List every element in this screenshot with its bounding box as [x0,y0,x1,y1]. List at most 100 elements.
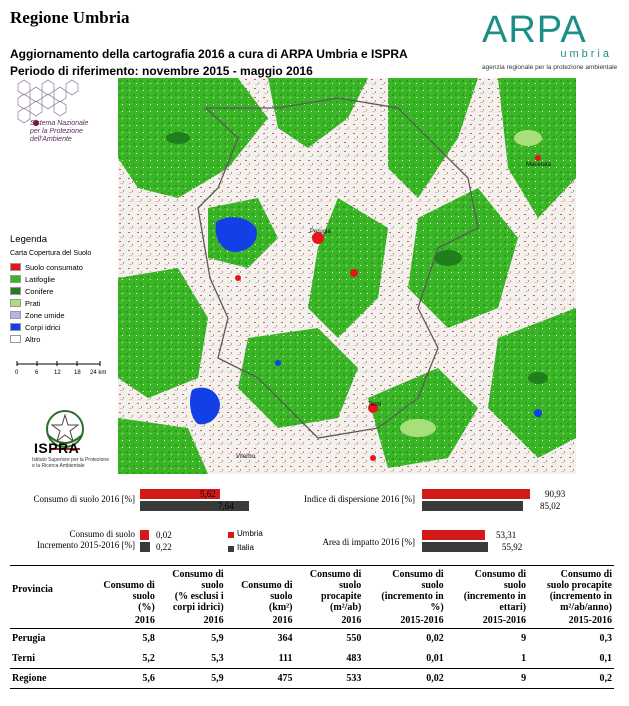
value-incremento-umbria: 0,02 [156,530,172,540]
bar-dispersione-umbria [422,489,530,499]
page-title: Regione Umbria [10,8,130,27]
arpa-logo-tagline: agenzia regionale per la protezione ambi… [482,64,618,71]
value-impatto-italia: 55,92 [502,542,523,552]
legend-item-label: Altro [25,334,41,344]
series-swatch-italia [228,546,234,552]
legend-item-label: Prati [25,298,41,308]
value-dispersione-italia: 85,02 [540,501,561,511]
table-cell: 0,3 [599,633,613,645]
subtitle-update: Aggiornamento della cartografia 2016 a c… [10,47,408,61]
table-cell: 5,9 [156,668,226,689]
table-cell: 1 [521,652,527,664]
legend-swatch [10,335,21,343]
map-legend: Legenda Carta Copertura del Suolo Suolo … [10,234,118,345]
table-cell: 9 [521,633,527,645]
column-year: 2015-2016 [528,613,614,629]
column-header: Consumo di suolo (incremento in%) [381,569,444,613]
table-cell: 533 [294,668,364,689]
table-cell: 0,1 [599,652,613,664]
legend-title: Legenda [10,234,47,245]
column-header: Consumo di suolo (km²) [241,580,293,613]
scale-tick-0: 0 [15,370,19,376]
province-name: Regione [10,668,88,689]
table-row: Regione 5,6 5,9 475 533 0,02 9 0,2 [10,668,614,689]
table-cell: 5,9 [211,633,224,645]
table-row: Perugia 5,8 5,9 364 550 0,02 9 0,3 [10,629,614,649]
series-label-italia: Italia [237,543,254,552]
bar-incremento-umbria [140,530,149,540]
legend-swatch [10,311,21,319]
legend-swatch [10,323,21,331]
table-cell: 0,02 [363,668,446,689]
legend-item-label: Latifoglie [25,274,56,284]
legend-item: Altro [10,333,118,345]
column-header: Consumo di suolo procapite (incremento in m… [546,569,612,613]
map-label-perugia: Perugia [310,229,331,235]
table-cell: 5,3 [211,652,224,664]
legend-item-label: Corpi idrici [25,322,61,332]
column-year: 2016 [88,613,157,629]
map-label-terni: Terni [368,402,381,408]
column-year: 2016 [156,613,226,629]
table-cell: 111 [278,652,293,664]
legend-item-label: Suolo consumato [25,262,83,272]
scale-tick-18: 18 [74,370,81,376]
legend-item-label: Zone umide [25,310,65,320]
table-cell: 5,8 [142,633,155,645]
indicator-label-consumo-2016: Consumo di suolo 2016 [%] [33,494,135,504]
land-cover-map: Perugia Macerata Terni Viterbo [118,78,576,474]
province-name: Perugia [12,633,46,645]
legend-subtitle: Carta Copertura del Suolo [10,250,92,257]
series-swatch-umbria [228,532,234,538]
indicator-label-incremento: Consumo di suolo Incremento 2015-2016 [%… [37,529,135,550]
map-label-viterbo: Viterbo [236,454,256,460]
legend-item-label: Conifere [25,286,54,296]
column-year: 2016 [294,613,364,629]
column-header: Consumo di suolo (%) [103,580,155,613]
legend-swatch [10,287,21,295]
indicator-label-dispersione: Indice di dispersione 2016 [%] [304,494,415,504]
arpa-logo: ARPA umbria agenzia regionale per la pro… [482,10,622,80]
ispra-logo-word: ISPRA [34,440,80,456]
bar-dispersione-italia [422,501,523,511]
legend-item: Suolo consumato [10,261,118,273]
value-impatto-umbria: 53,31 [496,530,517,540]
legend-item: Zone umide [10,309,118,321]
series-label-umbria: Umbria [237,529,263,538]
legend-swatch [10,263,21,271]
value-consumo-2016-umbria: 5,62 [200,489,216,499]
column-header: Consumo di suolo (incremento in ettari) [463,569,527,613]
bar-consumo-2016-umbria [140,489,220,499]
arpa-logo-word: ARPA [482,9,587,51]
legend-item: Prati [10,297,118,309]
table-cell: 475 [225,668,295,689]
arpa-logo-region: umbria [560,48,612,60]
subtitle-period: Periodo di riferimento: novembre 2015 - … [10,64,313,78]
table-cell: 0,01 [426,652,444,664]
table-cell: 550 [346,633,362,645]
column-header-provincia: Provincia [12,584,53,595]
bar-impatto-umbria [422,530,486,540]
snpa-hexagon-logo-icon [17,79,79,126]
value-consumo-2016-italia: 7,64 [218,501,234,511]
table-cell: 5,6 [88,668,157,689]
legend-item: Latifoglie [10,273,118,285]
bar-impatto-italia [422,542,489,552]
table-cell: 0,02 [426,633,444,645]
column-year: 2016 [225,613,295,629]
value-dispersione-umbria: 90,93 [545,489,566,499]
value-incremento-italia: 0,22 [156,542,172,552]
scale-tick-6: 6 [35,370,39,376]
snpa-logo-text: Sistema Nazionale per la Protezione dell… [30,120,89,143]
province-name: Terni [12,652,35,664]
bar-consumo-2016-italia [140,501,249,511]
table-cell: 9 [445,668,529,689]
column-header: Consumo di suolo procapite (m²/ab) [309,569,362,613]
legend-item: Conifere [10,285,118,297]
scale-tick-24km: 24 km [90,370,106,376]
indicator-label-impatto: Area di impatto 2016 [%] [322,537,415,547]
scale-bar: 0 6 12 18 24 km [15,361,106,376]
table-cell: 364 [277,633,293,645]
ispra-logo-tagline: Istituto Superiore per la Protezione e l… [32,457,109,469]
table-cell: 0,2 [528,668,614,689]
